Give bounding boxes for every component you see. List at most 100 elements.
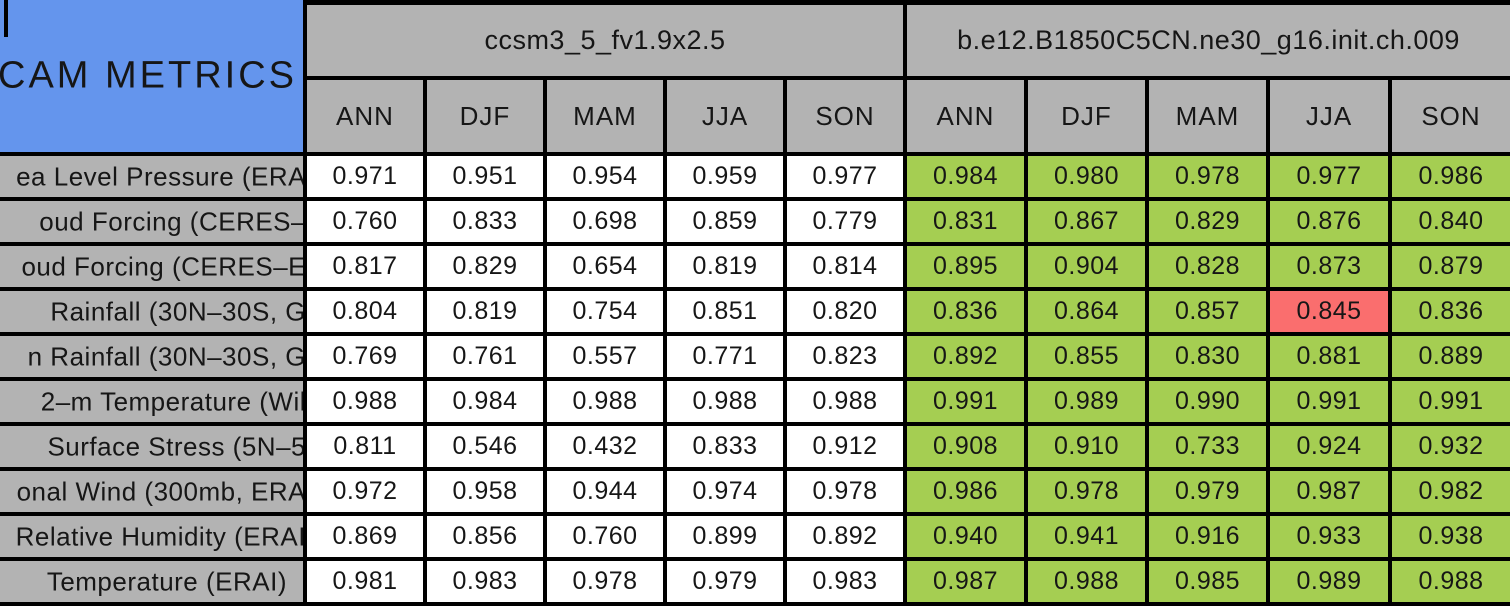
row-label-text: ea Level Pressure (ERA: [16, 161, 303, 191]
value-cell: 0.977: [787, 156, 903, 197]
value-cell: 0.828: [1149, 246, 1266, 287]
value-cell: 0.924: [1270, 426, 1388, 467]
row-label-text: oud Forcing (CERES–E: [21, 251, 303, 281]
season-header-jja-2: JJA: [1270, 80, 1388, 152]
value-cell: 0.829: [427, 246, 543, 287]
value-cell: 0.769: [307, 336, 423, 377]
value-cell: 0.912: [787, 426, 903, 467]
value-cell: 0.698: [547, 201, 663, 242]
value-cell: 0.830: [1149, 336, 1266, 377]
value-cell: 0.987: [1270, 471, 1388, 512]
value-cell: 0.895: [907, 246, 1024, 287]
value-cell: 0.990: [1149, 381, 1266, 422]
season-header-ann-2: ANN: [907, 80, 1024, 152]
row-label-text: n Rainfall (30N–30S, G: [27, 341, 303, 371]
value-cell: 0.817: [307, 246, 423, 287]
value-cell: 0.814: [787, 246, 903, 287]
row-label-text: 2–m Temperature (Wil: [40, 386, 303, 416]
row-label-text: oud Forcing (CERES–: [39, 206, 303, 236]
value-cell: 0.991: [1392, 381, 1510, 422]
value-cell: 0.954: [547, 156, 663, 197]
value-cell: 0.892: [787, 516, 903, 557]
value-cell: 0.959: [667, 156, 783, 197]
value-cell: 0.989: [1028, 381, 1145, 422]
value-cell: 0.981: [307, 561, 423, 602]
row-label: Rainfall (30N–30S, G: [0, 291, 303, 332]
season-header-jja-1: JJA: [667, 80, 783, 152]
value-cell: 0.972: [307, 471, 423, 512]
value-cell: 0.989: [1270, 561, 1388, 602]
model-header-b-e12: b.e12.B1850C5CN.ne30_g16.init.ch.009: [907, 5, 1510, 76]
value-cell: 0.938: [1392, 516, 1510, 557]
value-cell: 0.983: [427, 561, 543, 602]
value-cell: 0.761: [427, 336, 543, 377]
season-header-mam-1: MAM: [547, 80, 663, 152]
value-cell: 0.892: [907, 336, 1024, 377]
value-cell: 0.941: [1028, 516, 1145, 557]
value-cell: 0.869: [307, 516, 423, 557]
model-header-ccsm3: ccsm3_5_fv1.9x2.5: [307, 5, 903, 76]
value-cell: 0.833: [427, 201, 543, 242]
row-label: ea Level Pressure (ERA: [0, 156, 303, 197]
value-cell: 0.974: [667, 471, 783, 512]
value-cell: 0.754: [547, 291, 663, 332]
value-cell: 0.779: [787, 201, 903, 242]
value-cell: 0.988: [667, 381, 783, 422]
season-header-djf-1: DJF: [427, 80, 543, 152]
row-label: n Rainfall (30N–30S, G: [0, 336, 303, 377]
value-cell: 0.889: [1392, 336, 1510, 377]
row-label-text: Relative Humidity (ERAI: [15, 521, 303, 551]
value-cell: 0.833: [667, 426, 783, 467]
value-cell: 0.988: [1392, 561, 1510, 602]
row-label: 2–m Temperature (Wil: [0, 381, 303, 422]
value-cell: 0.978: [787, 471, 903, 512]
value-cell: 0.855: [1028, 336, 1145, 377]
value-cell: 0.951: [427, 156, 543, 197]
row-label-text: Surface Stress (5N–5: [47, 431, 303, 461]
value-cell: 0.978: [1149, 156, 1266, 197]
value-cell: 0.986: [1392, 156, 1510, 197]
value-cell: 0.856: [427, 516, 543, 557]
value-cell: 0.978: [1028, 471, 1145, 512]
value-cell: 0.908: [907, 426, 1024, 467]
season-header-son-2: SON: [1392, 80, 1510, 152]
value-cell: 0.836: [907, 291, 1024, 332]
value-cell: 0.733: [1149, 426, 1266, 467]
value-cell: 0.979: [667, 561, 783, 602]
value-cell: 0.944: [547, 471, 663, 512]
value-cell: 0.831: [907, 201, 1024, 242]
value-cell: 0.988: [1028, 561, 1145, 602]
value-cell: 0.873: [1270, 246, 1388, 287]
table-corner-title-cell: CAM METRICS: [0, 0, 303, 152]
value-cell: 0.557: [547, 336, 663, 377]
value-cell: 0.987: [907, 561, 1024, 602]
value-cell: 0.804: [307, 291, 423, 332]
value-cell: 0.977: [1270, 156, 1388, 197]
value-cell: 0.984: [427, 381, 543, 422]
value-cell: 0.986: [907, 471, 1024, 512]
value-cell: 0.899: [667, 516, 783, 557]
value-cell: 0.819: [427, 291, 543, 332]
value-cell: 0.840: [1392, 201, 1510, 242]
value-cell: 0.984: [907, 156, 1024, 197]
value-cell: 0.910: [1028, 426, 1145, 467]
value-cell: 0.985: [1149, 561, 1266, 602]
value-cell: 0.979: [1149, 471, 1266, 512]
season-header-ann-1: ANN: [307, 80, 423, 152]
value-cell: 0.859: [667, 201, 783, 242]
value-cell: 0.867: [1028, 201, 1145, 242]
cropped-border-remnant-line: [4, 0, 8, 37]
row-label: Surface Stress (5N–5: [0, 426, 303, 467]
row-label: Relative Humidity (ERAI: [0, 516, 303, 557]
value-cell: 0.980: [1028, 156, 1145, 197]
value-cell: 0.988: [307, 381, 423, 422]
value-cell: 0.857: [1149, 291, 1266, 332]
value-cell: 0.771: [667, 336, 783, 377]
value-cell: 0.991: [1270, 381, 1388, 422]
value-cell: 0.988: [787, 381, 903, 422]
value-cell: 0.933: [1270, 516, 1388, 557]
value-cell: 0.978: [547, 561, 663, 602]
row-label: onal Wind (300mb, ERA: [0, 471, 303, 512]
value-cell: 0.823: [787, 336, 903, 377]
value-cell: 0.916: [1149, 516, 1266, 557]
